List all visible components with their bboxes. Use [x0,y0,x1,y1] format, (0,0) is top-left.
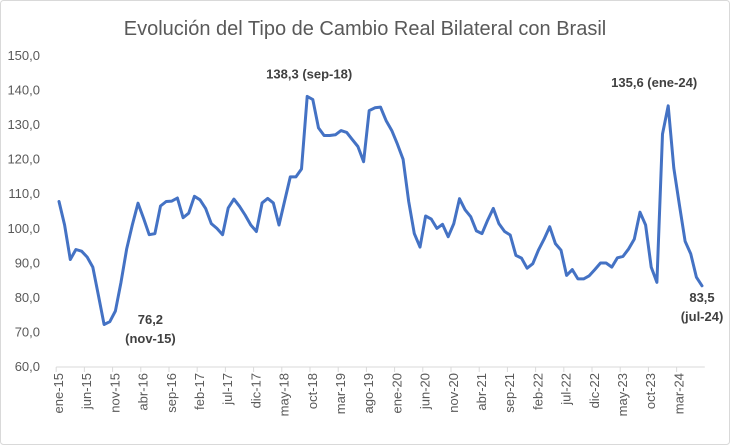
x-tick-label: abr-21 [474,373,489,411]
series-line [57,94,704,326]
x-tick-label: sep-16 [164,373,179,413]
series-line-group [57,94,704,326]
x-tick-label: may-23 [615,373,630,416]
x-tick-label: ago-19 [361,373,376,413]
y-tick-label: 100,0 [7,221,40,236]
x-tick-label: sep-21 [502,373,517,413]
y-tick-label: 80,0 [15,290,40,305]
y-tick-label: 130,0 [7,117,40,132]
y-tick-label: 60,0 [15,359,40,374]
x-tick-label: nov-20 [446,373,461,413]
data-label: 138,3 (sep-18) [266,66,352,81]
x-tick-label: jun-15 [79,373,94,410]
x-tick-label: feb-17 [192,373,207,410]
y-axis: 60,0 70,0 80,0 90,0 100,0 110,0 120,0 130,0 140,… [7,48,40,374]
x-tick-label: jul-22 [559,373,574,406]
x-tick-label: dic-17 [248,373,263,408]
x-tick-label: ene-15 [51,373,66,413]
x-tick-label: ene-20 [389,373,404,413]
x-tick-label: dic-22 [587,373,602,408]
y-tick-label: 120,0 [7,152,40,167]
x-axis: ene-15 jun-15 nov-15 abr-16 sep-16 feb-17 jul-… [51,366,705,416]
y-tick-label: 150,0 [7,48,40,63]
x-tick-label: may-18 [277,373,292,416]
chart-title: Evolución del Tipo de Cambio Real Bilate… [124,18,606,40]
y-tick-label: 90,0 [15,255,40,270]
x-tick-label: oct-23 [643,373,658,409]
x-tick-label: jul-17 [220,373,235,406]
x-tick-label: jun-20 [418,373,433,410]
annotations: 76,2 (nov-15) 138,3 (sep-18) 135,6 (ene-24)… [125,66,723,346]
x-tick-label: feb-22 [530,373,545,410]
x-tick-label: nov-15 [107,373,122,413]
data-label: 135,6 (ene-24) [611,75,697,90]
data-label: 76,2 [138,312,163,327]
y-tick-label: 110,0 [8,186,40,201]
x-tick-label: oct-18 [305,373,320,409]
x-tick-label: mar-19 [333,373,348,414]
data-label-date: (jul-24) [681,309,724,324]
data-label: 83,5 [689,290,714,305]
x-tick-label: abr-16 [136,373,151,411]
y-tick-label: 70,0 [15,324,40,339]
x-tick-label: mar-24 [671,373,686,414]
y-tick-label: 140,0 [7,83,40,98]
data-label-date: (nov-15) [125,331,176,346]
